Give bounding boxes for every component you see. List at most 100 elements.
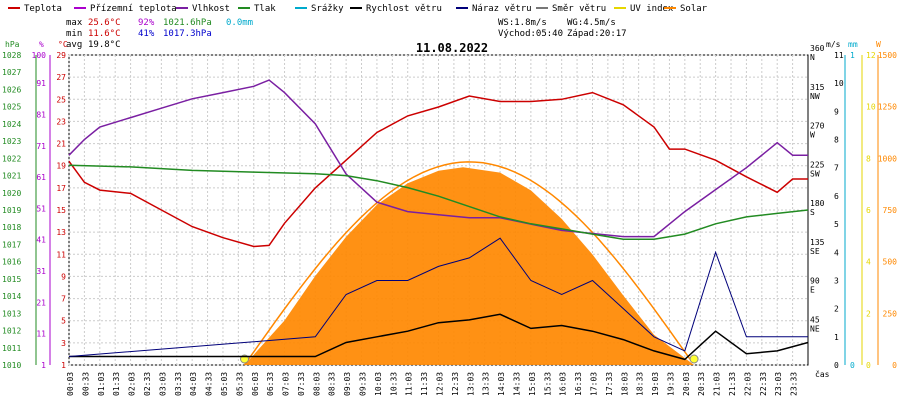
tick-label-temp: 11 [56, 250, 66, 259]
x-tick-label: 16:03 [559, 372, 568, 396]
legend-label: Rychlost větru [366, 4, 442, 14]
x-tick-label: 22:33 [759, 372, 768, 396]
tick-label-temp: 7 [61, 295, 66, 304]
series-teplota [68, 91, 808, 248]
x-tick-label: 09:33 [359, 372, 368, 396]
x-tick-label: 11:03 [405, 372, 414, 396]
unit-ms: m/s [826, 40, 841, 49]
legend-label: UV index [630, 4, 674, 14]
x-tick-label: 23:33 [790, 372, 799, 396]
tick-label-winddir: 90 [810, 277, 820, 286]
tick-label-ms: 9 [834, 107, 839, 116]
sunrise-time: Východ:05:40 [498, 29, 563, 39]
x-tick-label: 04:33 [205, 372, 214, 396]
tick-label-uv: 12 [866, 51, 876, 60]
tick-label-temp: 29 [56, 51, 66, 60]
solar-max-curve [243, 161, 692, 366]
legend-label: Vlhkost [192, 4, 230, 14]
tick-label-uv: 6 [866, 206, 871, 215]
tick-label-pct: 91 [36, 79, 46, 88]
tick-label-pct: 31 [36, 267, 46, 276]
x-tick-label: 20:33 [697, 372, 706, 396]
x-tick-label: 02:03 [128, 372, 137, 396]
stats-min-label: min [66, 29, 82, 39]
x-tick-label: 01:03 [97, 372, 106, 396]
x-tick-label: 17:33 [605, 372, 614, 396]
tick-label-hpa: 1028 [2, 51, 21, 60]
tick-label-solar: 250 [883, 309, 898, 318]
tick-label-uv: 4 [866, 258, 871, 267]
tick-label-hpa: 1021 [2, 172, 21, 181]
unit-cas: čas [815, 369, 830, 379]
tick-label-ms: 2 [834, 305, 839, 314]
tick-label-temp: 17 [56, 184, 66, 193]
sunset-time: Západ:20:17 [567, 29, 627, 39]
tick-label-temp: 5 [61, 317, 66, 326]
stats-min-hum: 41% [138, 29, 155, 39]
tick-label-solar: 500 [883, 258, 898, 267]
uv-marker [689, 354, 699, 364]
x-tick-label: 13:33 [482, 372, 491, 396]
tick-label-winddir: 180 [810, 199, 825, 208]
x-tick-label: 01:33 [112, 372, 121, 396]
x-tick-label: 15:33 [543, 372, 552, 396]
tick-label-uv: 10 [866, 103, 876, 112]
x-tick-label: 21:03 [713, 372, 722, 396]
chart-date: 11.08.2022 [416, 41, 488, 55]
series-vlhkost [68, 79, 808, 238]
tick-label-hpa: 1017 [2, 240, 21, 249]
x-tick-label: 10:33 [389, 372, 398, 396]
tick-label-temp: 3 [61, 339, 66, 348]
tick-label-hpa: 1016 [2, 258, 21, 267]
x-tick-label: 21:33 [728, 372, 737, 396]
tick-label-hpa: 1011 [2, 344, 21, 353]
tick-label-pct: 41 [36, 236, 46, 245]
x-tick-label: 18:03 [620, 372, 629, 396]
tick-label-winddir: 360 [810, 44, 825, 53]
unit-hpa: hPa [5, 40, 20, 49]
tick-label-solar: 1250 [878, 103, 897, 112]
tick-label-uv: 8 [866, 154, 871, 163]
tick-label-hpa: 1019 [2, 206, 21, 215]
x-tick-label: 17:03 [589, 372, 598, 396]
tick-label-ms: 10 [834, 79, 844, 88]
stats-min-temp: 11.6°C [88, 29, 121, 39]
tick-label-uv: 2 [866, 309, 871, 318]
tick-label-winddir: E [810, 286, 815, 295]
x-tick-label: 03:33 [174, 372, 183, 396]
x-tick-label: 08:03 [312, 372, 321, 396]
x-tick-label: 06:03 [251, 372, 260, 396]
tick-label-ms: 1 [834, 333, 839, 342]
tick-label-hpa: 1018 [2, 223, 21, 232]
tick-label-temp: 15 [56, 206, 66, 215]
tick-label-mm: 0 [850, 361, 855, 370]
tick-label-winddir: 45 [810, 315, 820, 324]
x-tick-label: 12:03 [436, 372, 445, 396]
tick-label-ms: 11 [834, 51, 844, 60]
x-tick-label: 15:03 [528, 372, 537, 396]
tick-label-temp: 27 [56, 73, 66, 82]
plot-area [68, 79, 809, 366]
tick-label-mm: 1 [850, 51, 855, 60]
series-naraz-vetru [68, 237, 808, 357]
x-tick-label: 11:33 [420, 372, 429, 396]
tick-label-pct: 21 [36, 298, 46, 307]
tick-label-pct: 11 [36, 330, 46, 339]
legend-label: Solar [680, 4, 708, 14]
legend: Teplota Přízemní teplota Vlhkost Tlak Srážky… [8, 4, 708, 14]
stats-avg-temp: 19.8°C [88, 40, 121, 50]
series-tlak [68, 164, 809, 241]
legend-label: Tlak [254, 4, 276, 14]
tick-label-hpa: 1025 [2, 103, 21, 112]
tick-label-ms: 7 [834, 164, 839, 173]
x-tick-label: 05:33 [235, 372, 244, 396]
x-tick-label: 00:33 [81, 372, 90, 396]
tick-label-ms: 3 [834, 276, 839, 285]
tick-label-solar: 750 [883, 206, 898, 215]
x-tick-label: 14:33 [512, 372, 521, 396]
tick-label-hpa: 1022 [2, 154, 21, 163]
x-tick-label: 19:03 [651, 372, 660, 396]
legend-label: Srážky [311, 4, 344, 14]
tick-label-ms: 8 [834, 136, 839, 145]
